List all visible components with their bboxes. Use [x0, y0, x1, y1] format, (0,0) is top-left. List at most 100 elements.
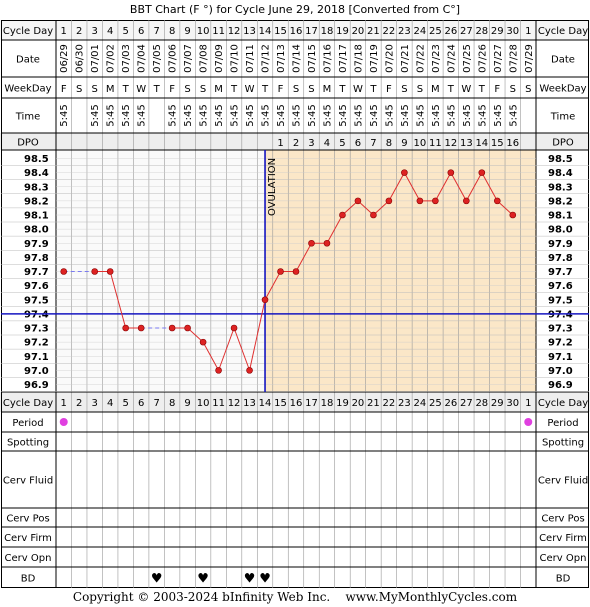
- cycle-day-label-footer: 12: [228, 398, 241, 409]
- weekday-label: F: [494, 84, 500, 95]
- y-tick-label-left: 97.8: [24, 253, 49, 264]
- y-tick-label-right: 96.9: [548, 380, 573, 391]
- date-label: 06/30: [75, 44, 86, 73]
- weekday-label: F: [169, 84, 175, 95]
- temp-point: [168, 324, 176, 332]
- y-tick-label-right: 98.5: [548, 154, 573, 165]
- cycle-day-label-footer: 4: [107, 398, 113, 409]
- dpo-label: 15: [491, 138, 504, 149]
- time-label: 5:45: [384, 104, 395, 126]
- weekday-label: S: [184, 84, 190, 95]
- time-label: 5:45: [168, 104, 179, 126]
- cycle-day-label: 7: [153, 26, 159, 37]
- cycle-day-label: 30: [506, 26, 519, 37]
- row-label-right: Period: [547, 418, 578, 429]
- temp-point: [401, 169, 408, 176]
- y-tick-label-right: 97.8: [548, 253, 573, 264]
- weekday-label: T: [478, 84, 486, 95]
- temp-segment: [249, 299, 266, 371]
- bd-heart-icon: ♥: [151, 572, 163, 587]
- weekday-label: F: [61, 84, 67, 95]
- temp-segment: [342, 200, 359, 216]
- cycle-day-label-footer: 18: [321, 398, 334, 409]
- weekday-label: S: [525, 84, 531, 95]
- cycle-day-label: 16: [290, 26, 303, 37]
- cycle-day-label: 4: [107, 26, 113, 37]
- date-label: 07/26: [477, 44, 488, 73]
- y-tick-label-right: 97.6: [548, 281, 573, 292]
- date-label: 07/24: [446, 44, 457, 73]
- y-tick-label-right: 97.0: [548, 366, 573, 377]
- period-dot: [59, 418, 68, 426]
- y-tick-label-right: 98.3: [548, 182, 573, 193]
- temp-point: [137, 324, 145, 332]
- pre-ovulation-area: [56, 150, 266, 392]
- weekday-label: T: [369, 84, 377, 95]
- weekday-label: M: [106, 84, 115, 95]
- y-tick-label-right: 97.5: [548, 295, 573, 306]
- time-label: 5:45: [508, 104, 519, 126]
- temp-point: [230, 324, 238, 332]
- y-tick-label-right: 98.4: [548, 168, 573, 179]
- temp-point: [447, 169, 455, 176]
- temp-segment: [357, 200, 374, 216]
- cycle-day-label: 5: [122, 26, 128, 37]
- date-label: 07/17: [338, 44, 349, 73]
- cycle-day-label: 17: [305, 26, 318, 37]
- cycle-day-label-footer: 1: [61, 398, 67, 409]
- row-label-left: Date: [16, 55, 40, 66]
- time-label: 5:45: [292, 104, 303, 126]
- cycle-day-label-footer: 14: [259, 398, 272, 409]
- row-label-left: Cycle Day: [3, 26, 53, 37]
- time-label: 5:45: [477, 104, 488, 126]
- date-label: 07/02: [106, 44, 117, 73]
- cycle-day-label: 1: [525, 26, 531, 37]
- cycle-day-label: 8: [169, 26, 175, 37]
- weekday-label: S: [76, 84, 82, 95]
- temp-point: [354, 197, 362, 205]
- weekday-label: W: [353, 84, 363, 95]
- time-label: 5:45: [121, 104, 132, 126]
- temp-segment: [450, 172, 467, 202]
- row-label-right: Date: [551, 55, 575, 66]
- cycle-day-label-footer: 8: [169, 398, 175, 409]
- cycle-day-label: 21: [367, 26, 380, 37]
- temp-segment: [187, 327, 204, 343]
- temp-point: [370, 211, 377, 219]
- temp-point: [478, 169, 486, 176]
- date-label: 07/27: [493, 44, 504, 73]
- time-label: 5:45: [322, 104, 333, 126]
- time-label: 5:45: [338, 104, 349, 126]
- temp-point: [323, 239, 331, 247]
- date-label: 07/13: [276, 44, 287, 73]
- cycle-day-label-footer: 30: [506, 398, 519, 409]
- dpo-label: 9: [401, 138, 407, 149]
- temp-segment: [388, 172, 405, 202]
- row-label-right: Cycle Day: [538, 398, 588, 409]
- time-label: 5:45: [369, 104, 380, 126]
- date-label: 07/04: [137, 44, 148, 73]
- row-label-left: Cerv Fluid: [3, 476, 53, 487]
- y-tick-label-right: 98.2: [548, 196, 573, 207]
- y-tick-label-left: 98.3: [24, 182, 49, 193]
- y-tick-label-right: 98.0: [548, 225, 573, 236]
- date-label: 06/29: [59, 44, 70, 73]
- weekday-label: S: [92, 84, 98, 95]
- weekday-label: F: [278, 84, 284, 95]
- cycle-day-label: 23: [398, 26, 411, 37]
- weekday-label: S: [510, 84, 516, 95]
- cycle-day-label-footer: 26: [444, 398, 457, 409]
- cycle-day-label-footer: 29: [491, 398, 504, 409]
- cycle-day-label-footer: 20: [352, 398, 365, 409]
- temp-point: [246, 367, 253, 374]
- y-tick-label-left: 97.9: [24, 239, 49, 250]
- y-tick-label-right: 97.4: [548, 309, 573, 320]
- temp-point: [292, 268, 300, 275]
- cycle-day-label-footer: 7: [153, 398, 159, 409]
- weekday-label: T: [153, 84, 161, 95]
- dpo-label: 13: [460, 138, 473, 149]
- cycle-day-label-footer: 16: [290, 398, 303, 409]
- y-tick-label-right: 98.1: [548, 211, 573, 222]
- temp-point: [60, 268, 68, 275]
